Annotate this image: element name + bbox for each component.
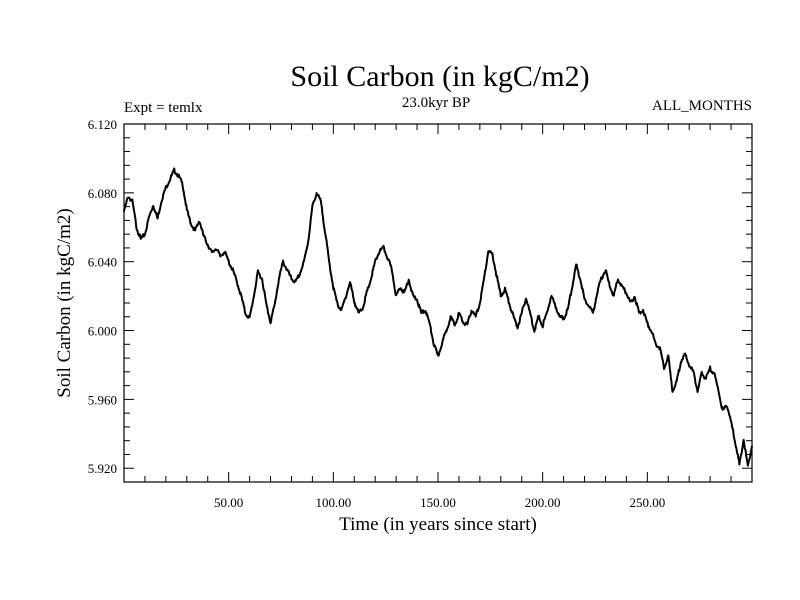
- y-tick-label: 6.040: [88, 255, 117, 270]
- x-tick-label: 200.00: [525, 495, 561, 510]
- y-axis-label: Soil Carbon (in kgC/m2): [54, 208, 75, 397]
- x-axis-label: Time (in years since start): [339, 514, 537, 535]
- y-tick-label: 6.080: [88, 186, 117, 201]
- x-tick-label: 100.00: [315, 495, 351, 510]
- y-tick-label: 6.120: [88, 117, 117, 132]
- subtitle-experiment: Expt = temlx: [124, 100, 203, 116]
- chart-title: Soil Carbon (in kgC/m2): [290, 60, 589, 93]
- x-tick-label: 250.00: [629, 495, 665, 510]
- y-tick-label: 5.960: [88, 392, 117, 407]
- x-tick-label: 50.00: [214, 495, 243, 510]
- axis-ticks: [124, 123, 752, 482]
- tick-labels: 50.00 100.00 150.00 200.00 250.00 6.120 6.080 6…: [88, 117, 665, 510]
- plot-frame: [123, 123, 753, 483]
- x-tick-label: 150.00: [420, 495, 456, 510]
- y-tick-label: 6.000: [88, 324, 117, 339]
- y-tick-label: 5.920: [88, 461, 117, 476]
- subtitle-months: ALL_MONTHS: [652, 98, 752, 114]
- subtitle-period: 23.0kyr BP: [402, 95, 470, 111]
- soil-carbon-line: [123, 167, 753, 467]
